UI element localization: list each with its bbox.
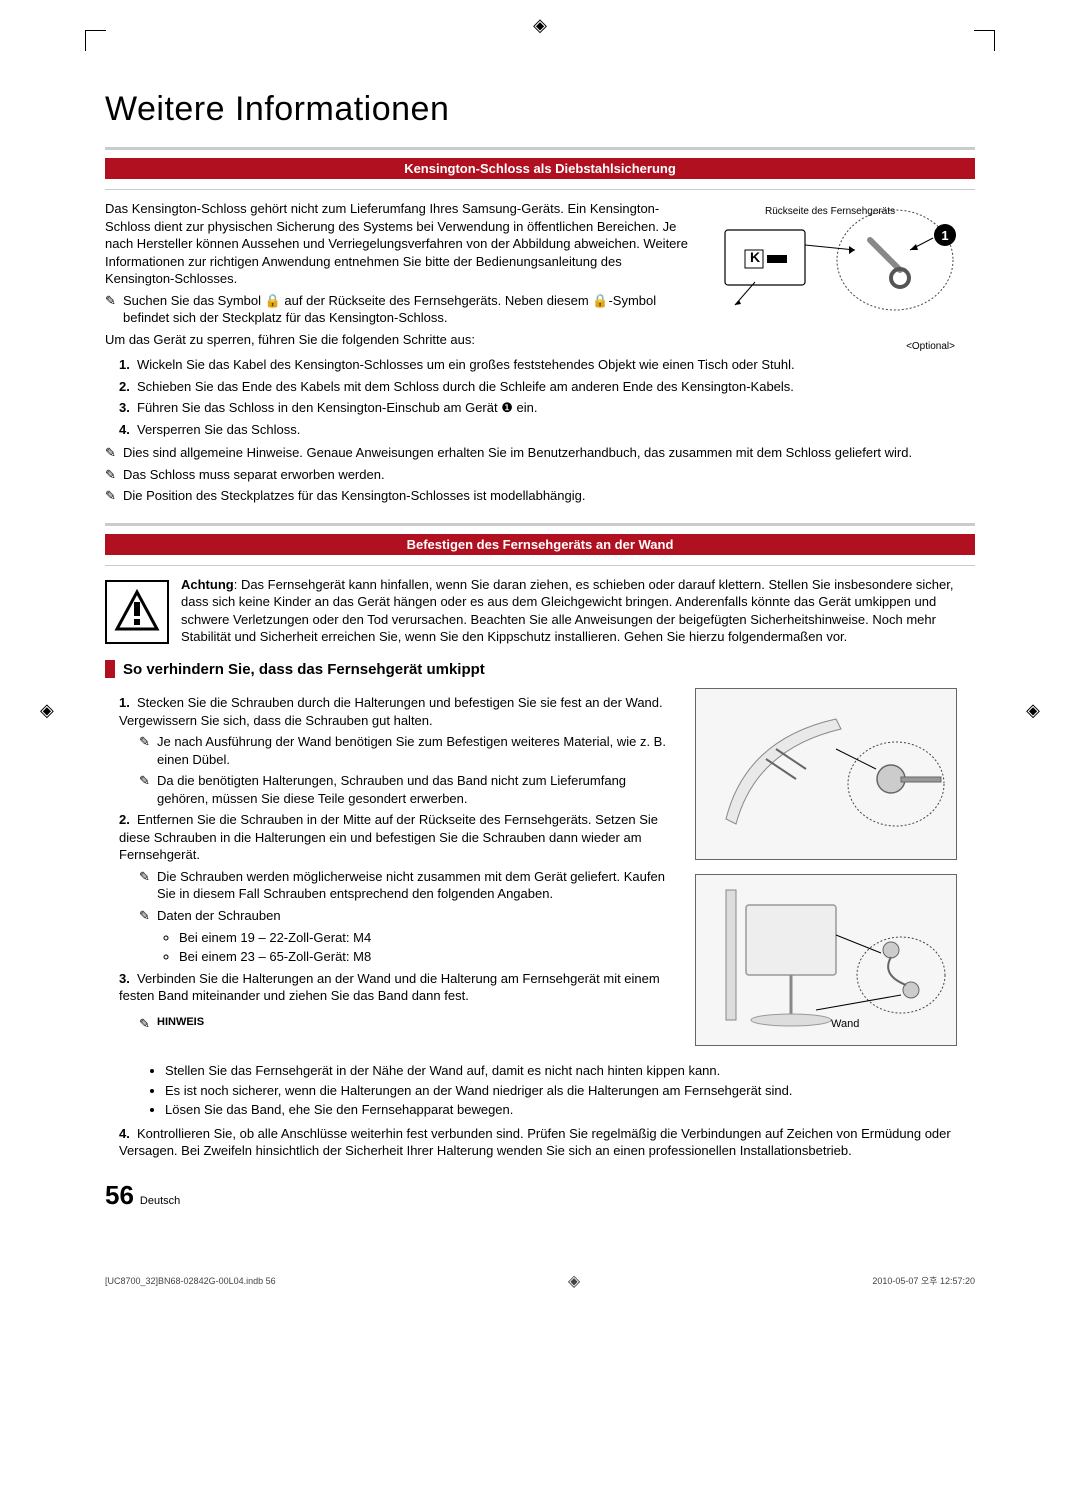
diagram-label-back: Rückseite des Fernsehgeräts — [765, 206, 895, 217]
anti-tip-step-4: 4.Kontrollieren Sie, ob alle Anschlüsse … — [119, 1125, 975, 1160]
anti-tip-step-3: 3.Verbinden Sie die Halterungen an der W… — [119, 970, 677, 1005]
page-number: 56 — [105, 1180, 134, 1211]
kensington-note-separate: Das Schloss muss separat erworben werden… — [123, 466, 975, 484]
svg-text:1: 1 — [941, 228, 948, 243]
kensington-note-general: Dies sind allgemeine Hinweise. Genaue An… — [123, 444, 975, 462]
note-icon: ✎ — [139, 907, 157, 925]
note-icon: ✎ — [105, 487, 123, 505]
note-icon: ✎ — [105, 444, 123, 462]
wall-bracket-diagram-1 — [695, 688, 957, 860]
svg-text:K: K — [750, 249, 760, 265]
section-heading-wall: Befestigen des Fernsehgeräts an der Wand — [105, 534, 975, 555]
kensington-diagram: Rückseite des Fernsehgeräts K 1 <Optiona… — [705, 200, 975, 350]
warning-icon — [105, 580, 169, 644]
hinweis-label: HINWEIS — [157, 1015, 677, 1033]
note-icon: ✎ — [105, 466, 123, 484]
footer-filename: [UC8700_32]BN68-02842G-00L04.indb 56 — [105, 1276, 276, 1286]
page-language: Deutsch — [140, 1195, 180, 1207]
kensington-lead: Um das Gerät zu sperren, führen Sie die … — [105, 331, 693, 349]
screw-spec-2: Bei einem 23 – 65-Zoll-Gerät: M8 — [179, 948, 677, 966]
section-heading-kensington: Kensington-Schloss als Diebstahlsicherun… — [105, 158, 975, 179]
subheading-marker — [105, 660, 115, 678]
wall-bracket-diagram-2: Wand — [695, 874, 957, 1046]
diagram-label-optional: <Optional> — [906, 341, 955, 352]
screw-spec-1: Bei einem 19 – 22-Zoll-Gerat: M4 — [179, 929, 677, 947]
note-icon: ✎ — [139, 1015, 157, 1033]
page-title: Weitere Informationen — [105, 90, 975, 129]
subheading-anti-tip: So verhindern Sie, dass das Fernsehgerät… — [123, 661, 485, 678]
note-icon: ✎ — [139, 733, 157, 768]
anti-tip-step-2: 2.Entfernen Sie die Schrauben in der Mit… — [119, 811, 677, 965]
registration-mark-right: ◈ — [1026, 700, 1040, 721]
kensington-intro: Das Kensington-Schloss gehört nicht zum … — [105, 200, 693, 288]
kensington-steps: 1.Wickeln Sie das Kabel des Kensington-S… — [105, 356, 975, 438]
wall-warning-text: Achtung: Das Fernsehgerät kann hinfallen… — [181, 576, 975, 646]
footer-timestamp: 2010-05-07 오후 12:57:20 — [872, 1274, 975, 1287]
anti-tip-step-1: 1.Stecken Sie die Schrauben durch die Ha… — [119, 694, 677, 807]
kensington-note-position: Die Position des Steckplatzes für das Ke… — [123, 487, 975, 505]
hinweis-bullet-3: Lösen Sie das Band, ehe Sie den Fernseha… — [165, 1101, 975, 1119]
note-icon: ✎ — [105, 292, 123, 327]
registration-mark-left: ◈ — [40, 700, 54, 721]
svg-text:Wand: Wand — [831, 1018, 859, 1030]
registration-mark-bottom: ◈ — [568, 1271, 580, 1291]
hinweis-bullet-2: Es ist noch sicherer, wenn die Halterung… — [165, 1082, 975, 1100]
hinweis-bullet-1: Stellen Sie das Fernsehgerät in der Nähe… — [165, 1062, 975, 1080]
note-icon: ✎ — [139, 868, 157, 903]
kensington-note-symbol: Suchen Sie das Symbol 🔒 auf der Rückseit… — [123, 292, 693, 327]
note-icon: ✎ — [139, 772, 157, 807]
